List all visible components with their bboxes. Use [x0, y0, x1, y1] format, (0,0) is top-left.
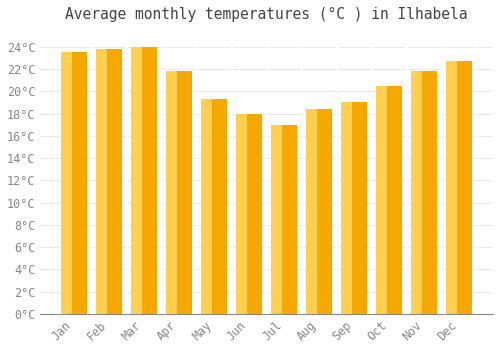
Bar [61, 52, 87, 314]
Bar [96, 49, 122, 314]
Bar [271, 125, 297, 314]
Bar [376, 86, 402, 314]
Bar [61, 52, 72, 314]
Bar [271, 125, 282, 314]
Bar [411, 71, 438, 314]
Bar [341, 103, 352, 314]
Bar [166, 71, 192, 314]
Bar [96, 49, 107, 314]
Bar [201, 99, 212, 314]
Bar [376, 86, 387, 314]
Bar [131, 47, 142, 314]
Bar [131, 47, 157, 314]
Title: Average monthly temperatures (°C ) in Ilhabela: Average monthly temperatures (°C ) in Il… [66, 7, 468, 22]
Bar [201, 99, 228, 314]
Bar [306, 109, 332, 314]
Bar [446, 61, 457, 314]
Bar [306, 109, 317, 314]
Bar [166, 71, 177, 314]
Bar [341, 103, 367, 314]
Bar [236, 113, 247, 314]
Bar [236, 113, 262, 314]
Bar [446, 61, 472, 314]
Bar [411, 71, 422, 314]
